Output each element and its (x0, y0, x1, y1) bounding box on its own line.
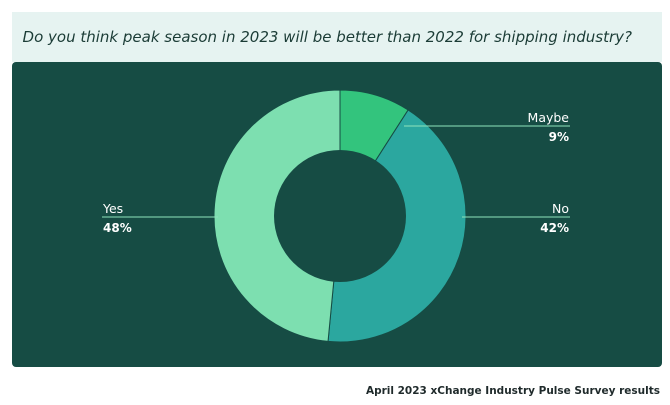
question-banner: Do you think peak season in 2023 will be… (12, 12, 662, 62)
donut-hole (274, 150, 406, 282)
label-yes: Yes (102, 201, 123, 216)
value-no: 42% (540, 221, 569, 235)
chart-panel: Maybe 9% No 42% Yes 48% (12, 62, 662, 367)
question-text: Do you think peak season in 2023 will be… (22, 28, 632, 46)
value-yes: 48% (103, 221, 132, 235)
donut-chart: Maybe 9% No 42% Yes 48% (102, 89, 570, 343)
value-maybe: 9% (549, 130, 569, 144)
label-no: No (552, 201, 569, 216)
label-maybe: Maybe (528, 110, 570, 125)
source-caption: April 2023 xChange Industry Pulse Survey… (365, 385, 660, 397)
